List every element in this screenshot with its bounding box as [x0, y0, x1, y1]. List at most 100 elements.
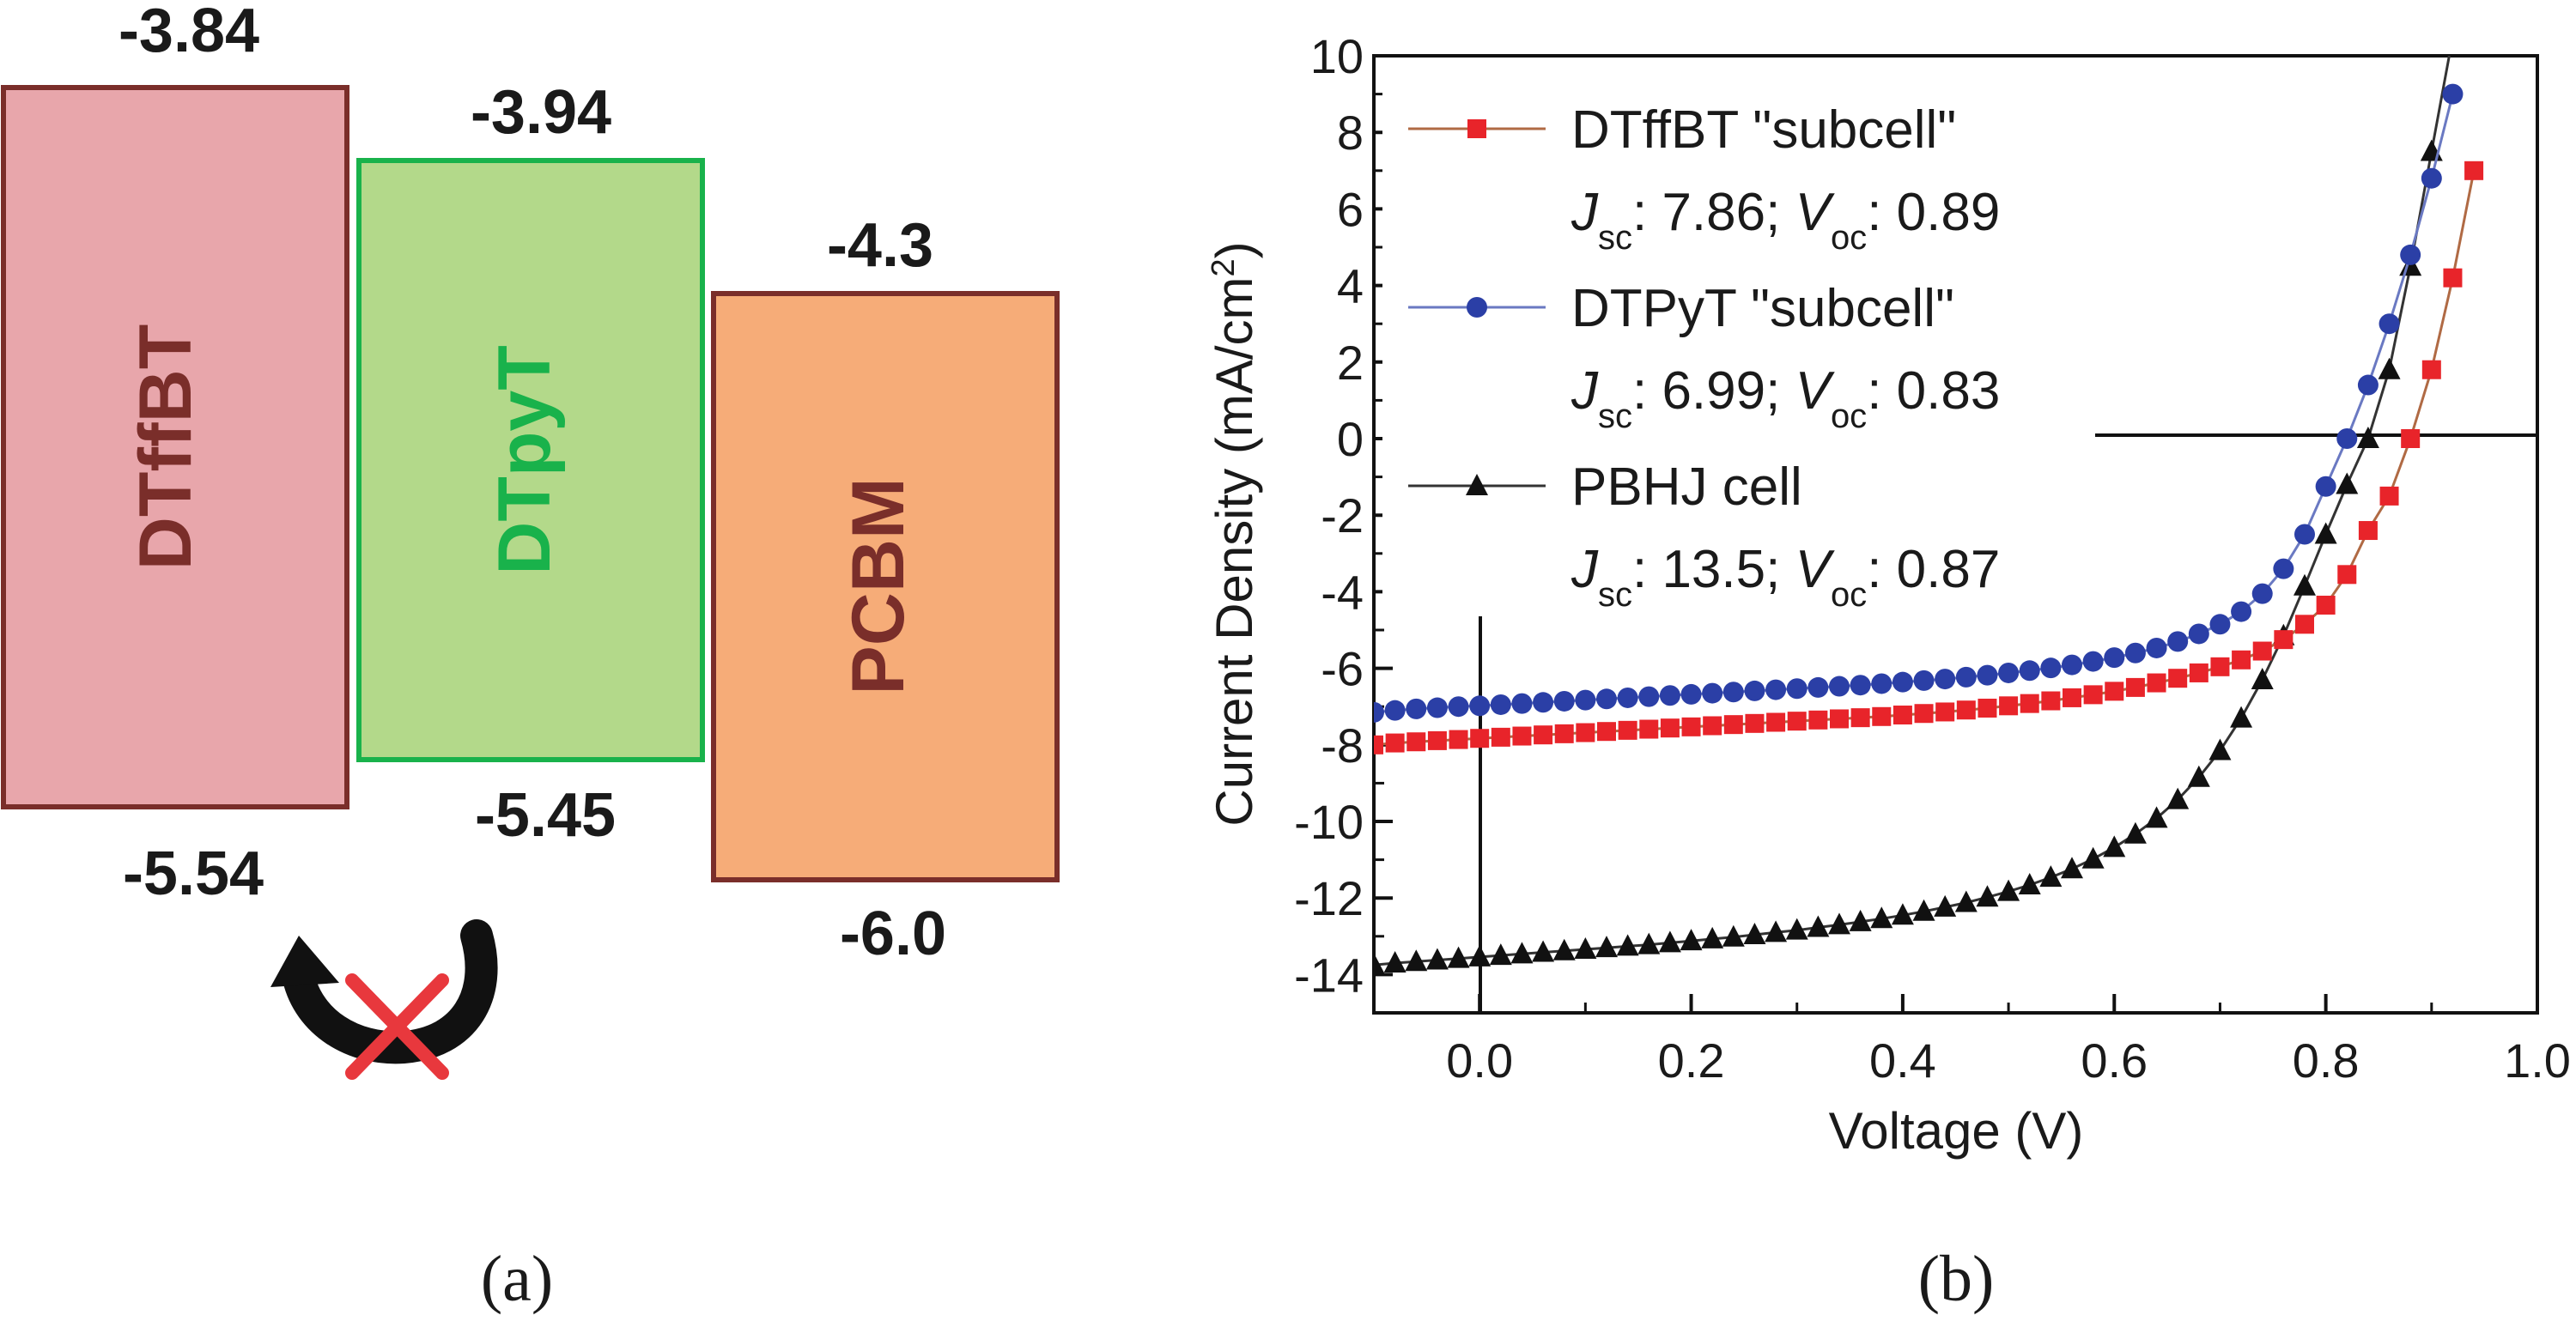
- data-point: [1406, 698, 1427, 719]
- data-point: [2295, 615, 2314, 634]
- data-point: [2231, 601, 2252, 622]
- data-point: [1490, 694, 1511, 715]
- data-point: [1765, 920, 1788, 942]
- legend-name-pbhj: PBHJ cell: [1571, 458, 1802, 517]
- data-point: [2082, 651, 2104, 672]
- data-point: [1385, 733, 1405, 753]
- data-point: [1447, 946, 1470, 968]
- data-point: [2294, 524, 2315, 545]
- data-point: [1954, 890, 1978, 912]
- data-point: [2379, 486, 2399, 506]
- legend-stats-dtffbt: Jsc: 7.86; Voc: 0.89: [1571, 183, 2000, 257]
- panel-b-label: (b): [1918, 1243, 1995, 1315]
- series-line: [1374, 94, 2454, 714]
- data-point: [1383, 951, 1406, 973]
- data-point: [2208, 738, 2232, 760]
- data-point: [1872, 706, 1892, 726]
- data-point: [1722, 924, 1745, 947]
- x-tick-label: 0.6: [2081, 1033, 2148, 1088]
- data-point: [2442, 83, 2464, 105]
- dtpyt-homo-value: -5.45: [475, 781, 616, 850]
- data-point: [2167, 631, 2189, 652]
- data-point: [1997, 879, 2020, 901]
- data-point: [2357, 374, 2379, 396]
- legend-name-dtffbt: DTffBT "subcell": [1571, 100, 1956, 160]
- legend-name-dtpyt: DTPyT "subcell": [1571, 279, 1954, 338]
- data-point: [1912, 899, 1935, 921]
- data-point: [2146, 637, 2167, 658]
- data-point: [1807, 676, 1829, 698]
- y-tick-label: 10: [1310, 29, 1364, 83]
- axis-ticks: 0.0 0.2 0.4 0.6 0.8 1.0 10 8 6 4 2 0 -2 -4 -6 -8 -10 -12 -…: [1294, 29, 2571, 1088]
- data-point: [1448, 696, 1469, 718]
- data-point: [1576, 723, 1595, 742]
- legend: DTffBT "subcell" Jsc: 7.86; Voc: 0.89 DT…: [1408, 100, 2000, 614]
- data-series: [1374, 25, 2484, 975]
- data-point: [2273, 558, 2294, 579]
- x-tick-label: 0.4: [1869, 1033, 1936, 1088]
- data-point: [1534, 725, 1553, 745]
- data-point: [1574, 936, 1597, 959]
- data-point: [2104, 647, 2125, 669]
- y-tick-label: 4: [1337, 259, 1364, 313]
- data-point: [1745, 713, 1765, 733]
- data-point: [2189, 663, 2208, 682]
- data-point: [1469, 695, 1491, 717]
- data-point: [2230, 706, 2253, 728]
- data-point: [1978, 698, 1997, 718]
- data-point: [1449, 730, 1468, 749]
- legend-marker-dtffbt: [1467, 119, 1486, 138]
- data-point: [1374, 953, 1385, 975]
- data-point: [1532, 940, 1555, 962]
- data-point: [1512, 726, 1532, 746]
- data-point: [2336, 428, 2358, 449]
- series-square: [1374, 161, 2484, 754]
- data-point: [1374, 735, 1383, 754]
- data-point: [1405, 949, 1428, 972]
- data-point: [1701, 926, 1724, 948]
- data-point: [1575, 689, 1596, 711]
- data-point: [1637, 932, 1661, 954]
- data-point: [1616, 934, 1639, 956]
- data-point: [1639, 719, 1659, 739]
- data-point: [1659, 685, 1680, 706]
- data-point: [2316, 596, 2336, 615]
- data-point: [1850, 675, 1871, 696]
- data-point: [1786, 678, 1807, 700]
- data-point: [1491, 727, 1510, 747]
- y-axis-title: Current Density (mA/cm2): [1206, 241, 1263, 826]
- data-point: [1489, 943, 1512, 966]
- data-point: [2041, 691, 2061, 711]
- data-point: [2124, 642, 2146, 664]
- y-tick-label: -4: [1321, 565, 1364, 619]
- data-point: [1680, 683, 1702, 705]
- data-point: [1425, 948, 1449, 970]
- data-point: [2441, 25, 2464, 46]
- data-point: [1935, 702, 1955, 722]
- y-tick-label: 2: [1337, 336, 1364, 390]
- dtffbt-label: DTffBT: [125, 324, 207, 571]
- pcbm-homo-value: -6.0: [840, 900, 946, 968]
- data-point: [1374, 701, 1384, 723]
- dtffbt-box: [1, 85, 349, 809]
- data-point: [2040, 657, 2062, 679]
- data-point: [1934, 894, 1957, 917]
- data-point: [1384, 700, 1406, 721]
- data-point: [1638, 686, 1660, 707]
- series-line: [1374, 56, 2451, 967]
- data-point: [2421, 167, 2442, 189]
- dtffbt-homo-value: -5.54: [123, 839, 264, 908]
- data-point: [2188, 623, 2209, 645]
- pcbm-box: [711, 291, 1060, 882]
- data-point: [2401, 429, 2421, 448]
- data-point: [2293, 573, 2316, 596]
- data-point: [1787, 712, 1807, 731]
- data-point: [2274, 630, 2293, 650]
- data-point: [2187, 765, 2210, 787]
- data-point: [2123, 821, 2147, 844]
- data-point: [1955, 666, 1977, 688]
- data-point: [1595, 936, 1618, 958]
- data-point: [2210, 657, 2230, 676]
- data-point: [2251, 667, 2274, 689]
- data-point: [1808, 710, 1828, 730]
